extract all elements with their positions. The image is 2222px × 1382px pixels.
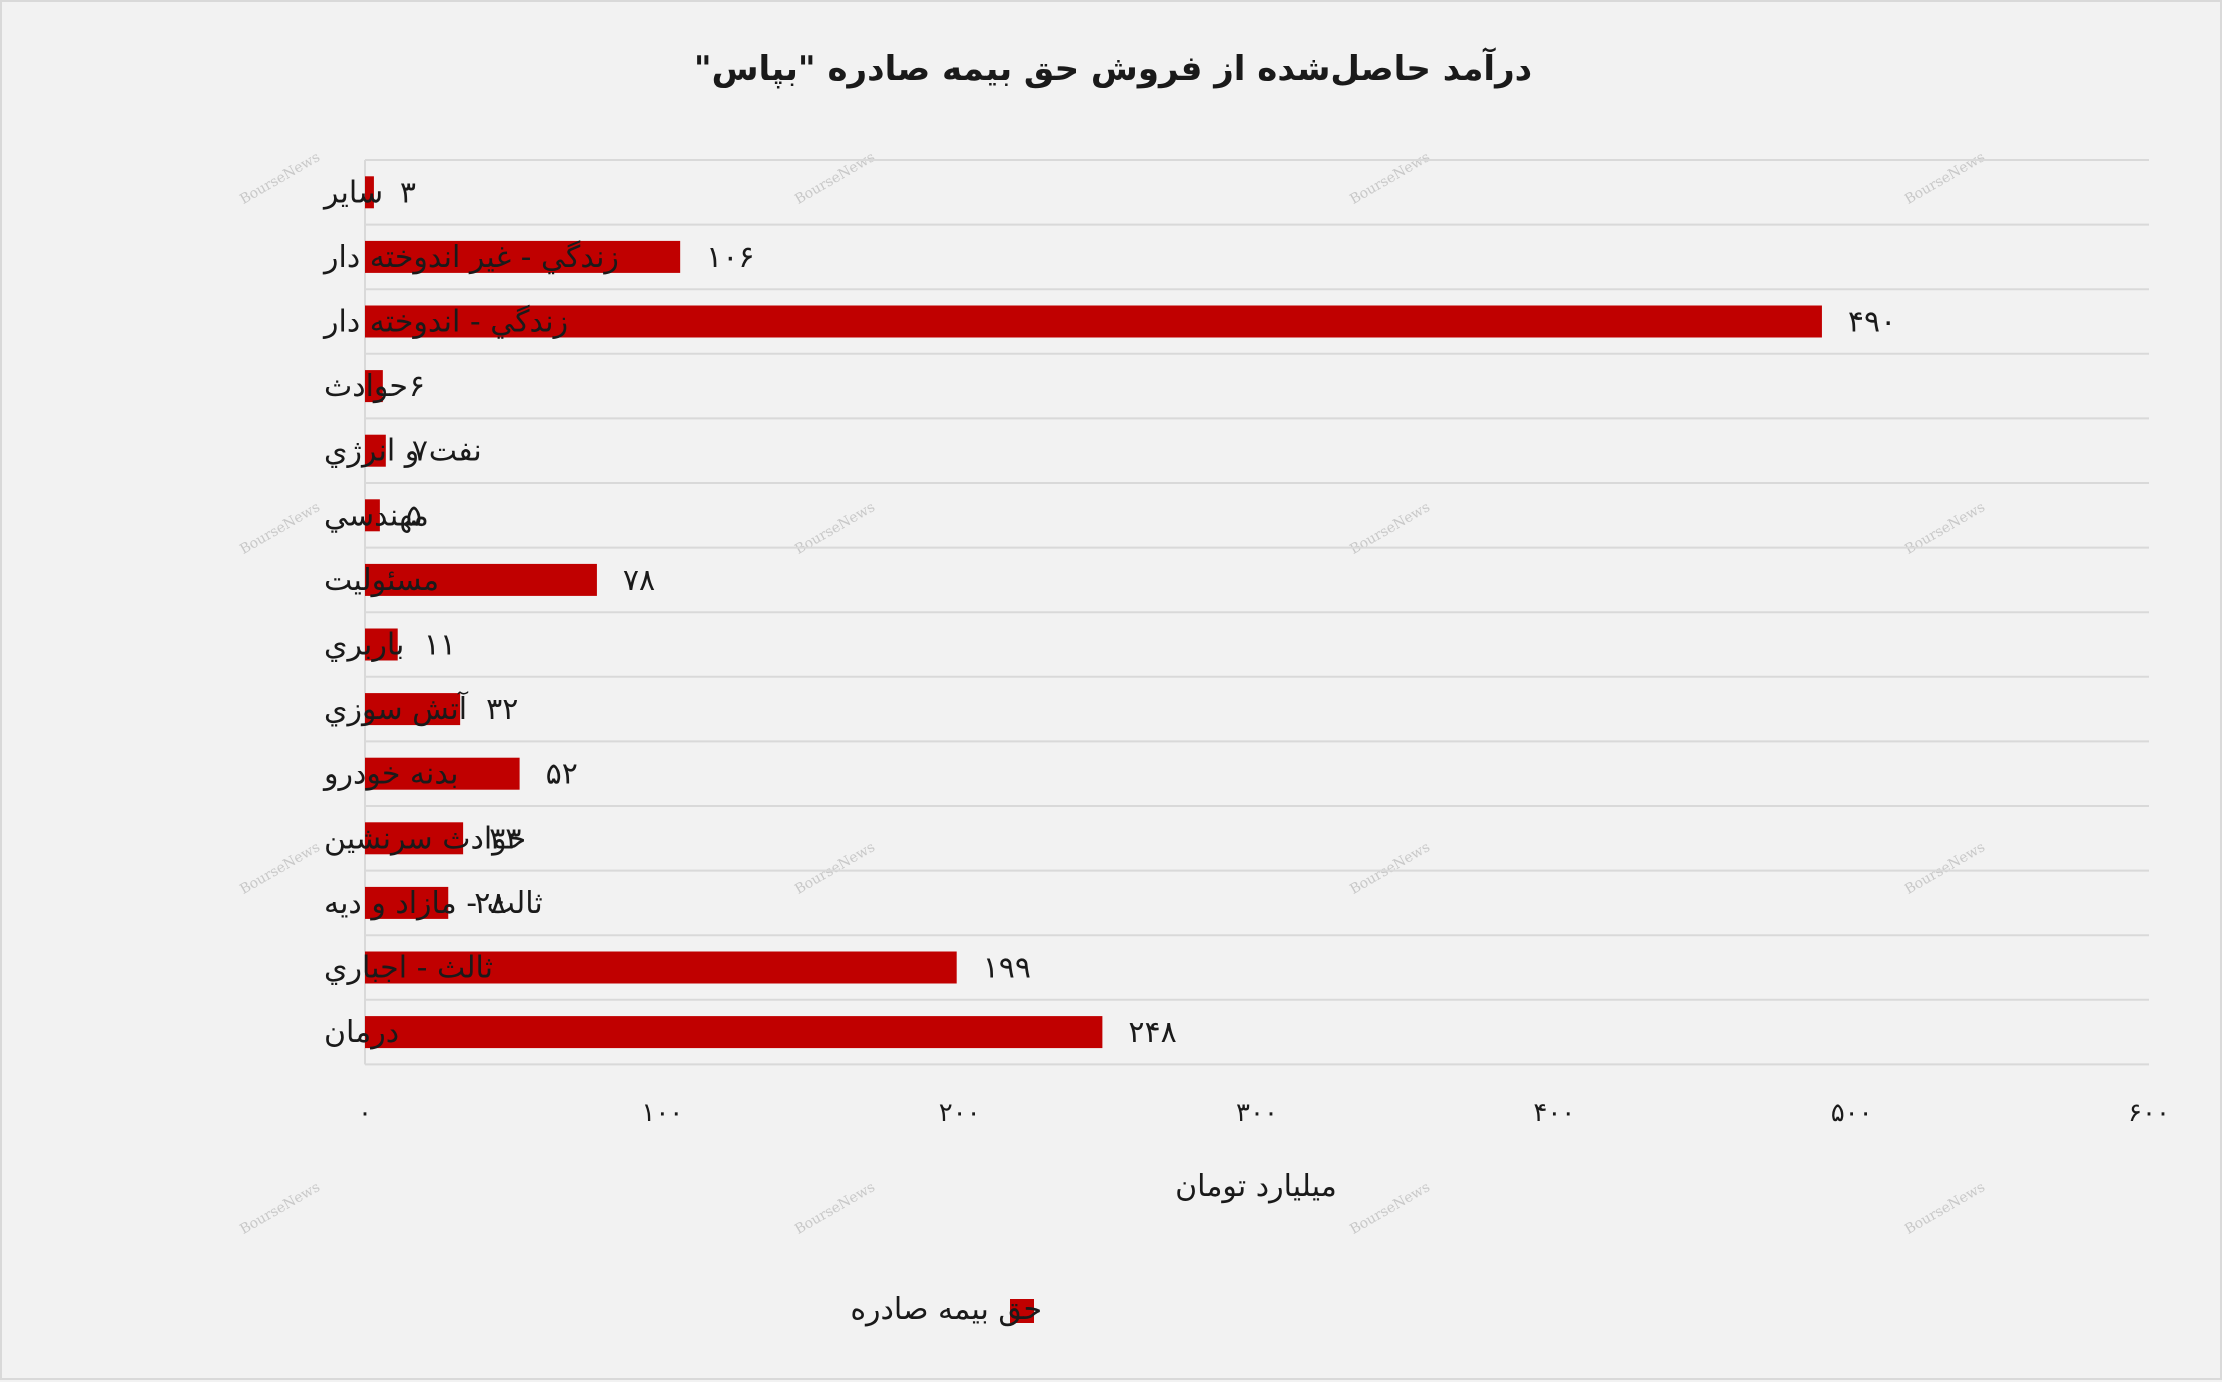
value-label: ۳ xyxy=(400,175,416,210)
category-label: مهندسي xyxy=(324,498,429,533)
x-tick-label: ۴۰۰ xyxy=(1533,1098,1575,1128)
category-label: مسئوليت xyxy=(324,563,439,598)
gridlines xyxy=(364,159,2149,1066)
x-tick-label: ۰ xyxy=(358,1098,372,1128)
bar xyxy=(365,370,383,403)
watermark-text: BourseNews xyxy=(237,499,323,558)
value-label: ۴۹۰ xyxy=(1848,305,1896,340)
bars-group xyxy=(365,176,1822,1049)
watermark-text: BourseNews xyxy=(792,839,878,898)
value-label: ۳۲ xyxy=(486,692,518,727)
x-axis-title: میلیارد تومان xyxy=(1175,1169,1337,1204)
legend-label: حق بیمه صادره xyxy=(850,1292,1042,1327)
bar xyxy=(365,1016,1103,1049)
bar xyxy=(365,822,464,855)
bar xyxy=(365,757,520,790)
category-label: نفت و انرژي xyxy=(324,434,482,469)
x-tick-label: ۵۰۰ xyxy=(1831,1098,1873,1128)
x-axis-ticks: ۰ ۱۰۰ ۲۰۰ ۳۰۰ ۴۰۰ ۵۰۰ ۶۰۰ xyxy=(358,1098,2170,1128)
value-label: ۶ xyxy=(409,369,425,404)
watermark-text: BourseNews xyxy=(1902,1179,1988,1238)
watermark-text: BourseNews xyxy=(1347,839,1433,898)
watermark-text: BourseNews xyxy=(1902,499,1988,558)
category-label: آتش سوزي xyxy=(324,691,469,727)
value-label: ۲۴۸ xyxy=(1128,1015,1176,1050)
value-label: ۱۹۹ xyxy=(983,951,1031,986)
x-tick-label: ۶۰۰ xyxy=(2128,1098,2170,1128)
value-label: ۵۲ xyxy=(546,757,578,792)
value-label: ۱۱ xyxy=(424,628,456,663)
chart-title: درآمد حاصل‌شده از فروش حق بیمه صادره "بپ… xyxy=(694,47,1532,89)
category-label: حوادث سرنشين xyxy=(324,821,526,856)
value-label: ۵ xyxy=(406,498,422,533)
bar xyxy=(365,305,1822,338)
watermark-text: BourseNews xyxy=(1347,1179,1433,1238)
value-label: ۱۰۶ xyxy=(706,240,754,275)
bar xyxy=(365,886,449,919)
watermark-text: BourseNews xyxy=(792,499,878,558)
watermark-text: BourseNews xyxy=(1347,149,1433,208)
category-label: ثالث - اجباري xyxy=(324,951,493,986)
bar xyxy=(365,563,597,596)
category-labels: ساير زندگي - غير اندوخته دار زندگي - اندوخ… xyxy=(322,175,619,1050)
watermark-text: BourseNews xyxy=(237,149,323,208)
watermark-text: BourseNews xyxy=(1347,499,1433,558)
watermark-text: BourseNews xyxy=(1902,839,1988,898)
category-label: باربري xyxy=(324,628,404,663)
value-labels: ۳ ۱۰۶ ۴۹۰ ۶ ۷ ۵ ۷۸ ۱۱ ۳۲ ۵۲ ۳۳ ۲۸ ۱۹۹ ۲۴۸ xyxy=(400,175,1896,1050)
x-tick-label: ۱۰۰ xyxy=(641,1098,683,1128)
x-tick-label: ۲۰۰ xyxy=(939,1098,981,1128)
legend: حق بیمه صادره xyxy=(850,1292,1042,1327)
bar xyxy=(365,951,957,984)
watermark-text: BourseNews xyxy=(1902,149,1988,208)
category-label: زندگي - اندوخته دار xyxy=(322,305,568,340)
watermark-text: BourseNews xyxy=(237,1179,323,1238)
category-label: درمان xyxy=(324,1015,399,1050)
value-label: ۳۳ xyxy=(489,821,521,856)
bar xyxy=(365,693,461,726)
bar xyxy=(365,434,386,467)
watermark-text: BourseNews xyxy=(237,839,323,898)
watermark-text: BourseNews xyxy=(792,149,878,208)
bar xyxy=(365,628,398,661)
category-label: بدنه خودرو xyxy=(322,757,458,792)
legend-swatch xyxy=(1010,1299,1034,1323)
x-tick-label: ۳۰۰ xyxy=(1236,1098,1278,1128)
category-label: ساير xyxy=(322,175,383,210)
value-label: ۲۸ xyxy=(474,886,506,921)
bar xyxy=(365,176,374,209)
watermark-text: BourseNews xyxy=(792,1179,878,1238)
bar xyxy=(365,499,380,532)
bar xyxy=(365,240,681,273)
category-label: ثالث - مازاد و ديه xyxy=(324,886,543,921)
value-label: ۷ xyxy=(412,434,428,469)
value-label: ۷۸ xyxy=(623,563,655,598)
category-label: حوادث xyxy=(324,369,408,404)
category-label: زندگي - غير اندوخته دار xyxy=(322,240,619,275)
